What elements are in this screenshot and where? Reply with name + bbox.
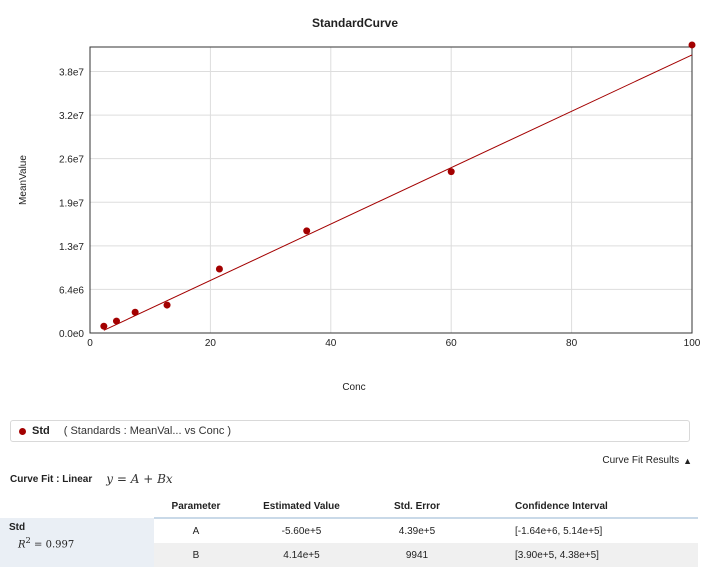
parameter-cell: B [154, 543, 238, 567]
y-axis-label: MeanValue [18, 155, 29, 205]
legend-series-description: ( Standards : MeanVal... vs Conc ) [63, 425, 232, 437]
header-std-error: Std. Error [365, 495, 469, 519]
r-squared-value: = 0.997 [30, 539, 75, 551]
curve-fit-header: Curve Fit : Linear y = A + Bx [10, 472, 173, 486]
y-tick-labels: 0.0e0 6.4e6 1.3e7 1.9e7 2.6e7 3.2e7 3.8e7 [59, 68, 84, 340]
estimate-cell: 4.14e+5 [238, 543, 365, 567]
r-squared: R2 = 0.997 [18, 535, 154, 550]
x-tick-label: 0 [87, 338, 93, 349]
chart-title: StandardCurve [312, 16, 398, 30]
grid-layer [89, 47, 693, 334]
data-point [303, 227, 311, 235]
triangle-up-icon: ▲ [683, 455, 692, 466]
data-point [215, 265, 223, 273]
x-tick-label: 80 [566, 338, 578, 349]
x-tick-label: 60 [446, 338, 458, 349]
y-tick-label: 1.9e7 [59, 198, 84, 209]
x-tick-label: 40 [325, 338, 337, 349]
r-squared-symbol: R [18, 539, 26, 551]
y-tick-label: 3.2e7 [59, 111, 84, 122]
data-point [163, 301, 171, 309]
header-confidence-interval: Confidence Interval [469, 495, 698, 519]
data-point [688, 41, 696, 49]
ci-cell: [-1.64e+6, 5.14e+5] [469, 518, 698, 543]
std-name: Std [9, 522, 26, 533]
y-tick-label: 2.6e7 [59, 155, 84, 166]
data-point [131, 308, 139, 316]
y-tick-label: 1.3e7 [59, 242, 84, 253]
legend-marker [19, 427, 26, 435]
data-points-layer [100, 41, 696, 330]
y-tick-label: 0.0e0 [59, 329, 84, 340]
x-tick-label: 20 [205, 338, 217, 349]
x-tick-label: 100 [684, 338, 701, 349]
curve-fit-results-label: Curve Fit Results [602, 455, 680, 466]
r-squared-exponent: 2 [25, 535, 31, 545]
standard-curve-chart: StandardCurve 0.0e0 6.4e6 1.3e7 1.9e7 2.6e7 3… [18, 16, 701, 393]
curve-fit-results-toggle[interactable]: Curve Fit Results ▲ [602, 455, 692, 466]
legend-series-name: Std [32, 425, 50, 437]
std-error-cell: 9941 [365, 543, 469, 567]
y-tick-label: 6.4e6 [59, 285, 84, 296]
legend[interactable]: Std ( Standards : MeanVal... vs Conc ) [10, 420, 690, 442]
fit-results-table: Parameter Estimated Value Std. Error Con… [0, 495, 698, 567]
table-row: Std R2 = 0.997 A -5.60e+5 4.39e+5 [-1.64… [0, 518, 698, 567]
chart-svg: StandardCurve 0.0e0 6.4e6 1.3e7 1.9e7 2.6e7 3… [18, 16, 701, 393]
table-row: B 4.14e+5 9941 [3.90e+5, 4.38e+5] [0, 543, 698, 567]
plot-frame [89, 46, 693, 334]
x-axis-label: Conc [342, 382, 365, 393]
curve-fit-label: Curve Fit : Linear [10, 473, 93, 485]
table-header-row: Parameter Estimated Value Std. Error Con… [0, 495, 698, 519]
estimate-cell: -5.60e+5 [238, 518, 365, 543]
parameter-cell: A [154, 518, 238, 543]
header-estimated-value: Estimated Value [238, 495, 365, 519]
x-tick-labels: 0 20 40 60 80 100 [87, 338, 701, 349]
header-parameter: Parameter [154, 495, 238, 519]
data-point [112, 317, 120, 325]
std-cell: Std R2 = 0.997 [0, 518, 154, 567]
std-error-cell: 4.39e+5 [365, 518, 469, 543]
y-tick-label: 3.8e7 [59, 68, 84, 79]
fit-line [103, 54, 693, 331]
ci-cell: [3.90e+5, 4.38e+5] [469, 543, 698, 567]
data-point [100, 322, 108, 330]
data-point [447, 168, 455, 176]
fit-equation: y = A + Bx [106, 472, 173, 486]
fit-line-layer [103, 54, 693, 331]
